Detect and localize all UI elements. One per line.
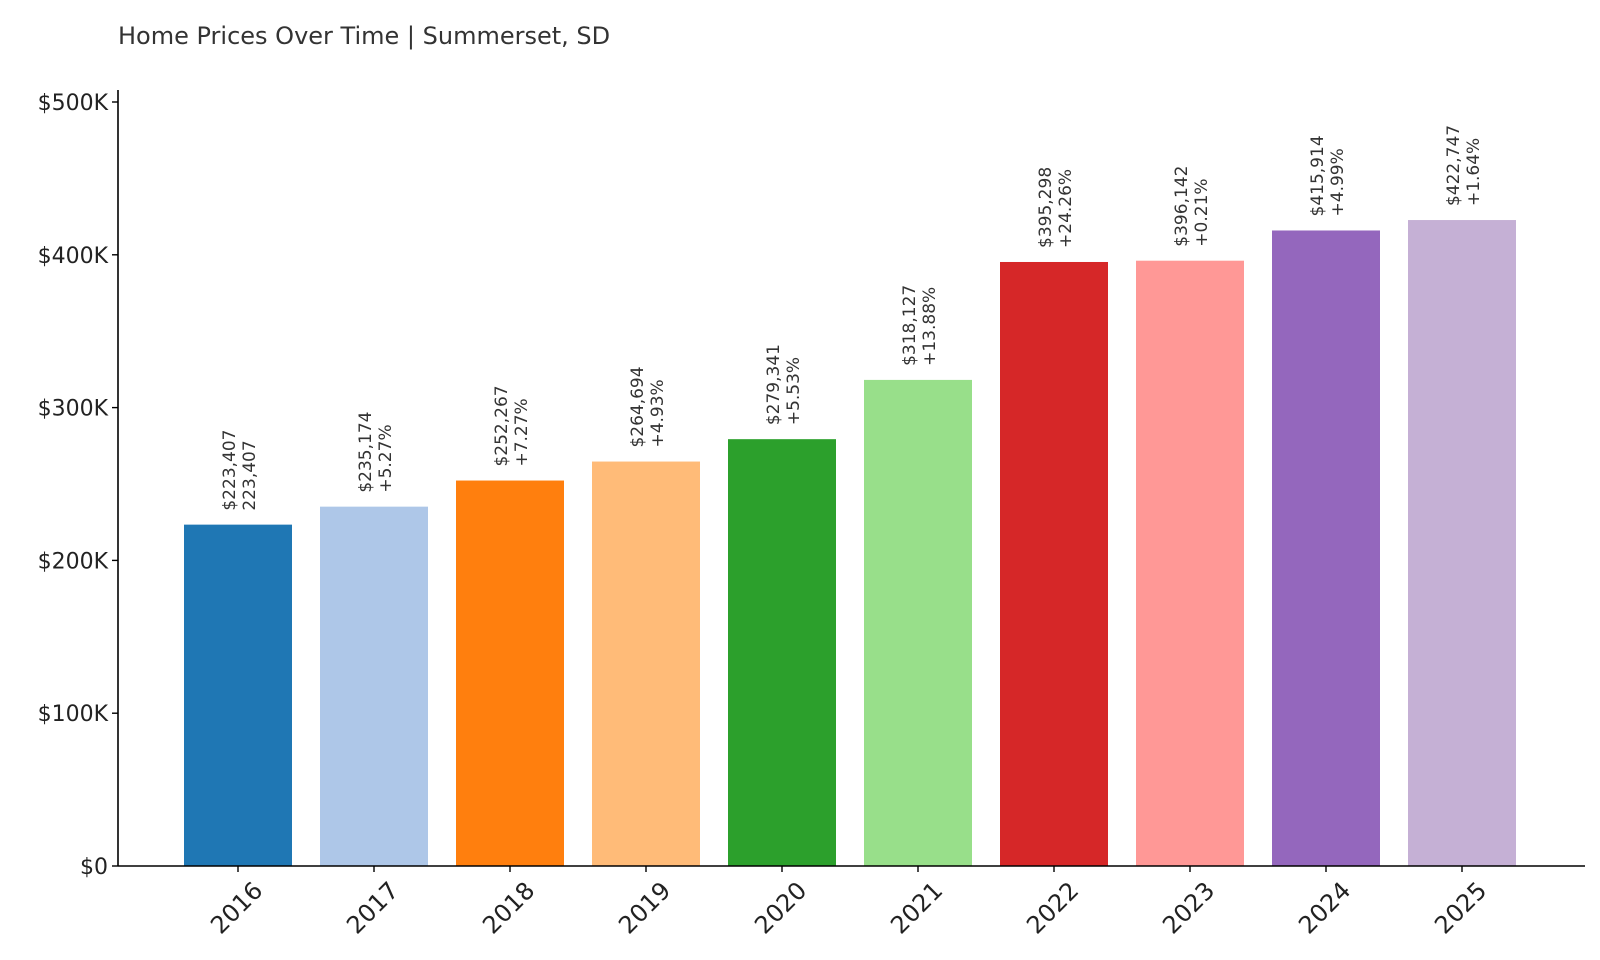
y-tick-label: $0	[80, 855, 108, 880]
y-tick-label: $100K	[38, 702, 109, 727]
bar-value-label: $279,341	[764, 344, 784, 425]
bar-change-label: +7.27%	[512, 398, 532, 466]
bar-change-label: +4.93%	[648, 379, 668, 447]
bar-2022	[1000, 261, 1108, 867]
chart-title: Home Prices Over Time | Summerset, SD	[118, 22, 610, 50]
bar-value-label: $235,174	[356, 412, 376, 493]
bar-2021	[864, 379, 972, 866]
bar-2018	[456, 480, 564, 866]
x-axis: 2016 2017 2018 2019 2020 2021 2022 2023 2024 2025	[118, 865, 1585, 939]
x-tick-label: 2024	[1293, 876, 1356, 939]
bar-value-label: $264,694	[628, 366, 648, 447]
bar-change-label: +5.27%	[376, 424, 396, 492]
x-tick-label: 2017	[341, 876, 404, 939]
bar-value-label: $395,298	[1036, 167, 1056, 248]
x-tick-label: 2020	[749, 876, 812, 939]
bar-value-label: $396,142	[1172, 166, 1192, 247]
y-tick-label: $300K	[38, 397, 109, 422]
bar-change-label: +13.88%	[920, 287, 940, 366]
bars-group	[184, 220, 1516, 867]
y-tick-label: $200K	[38, 549, 109, 574]
bar-change-label: +0.21%	[1192, 178, 1212, 246]
bar-2016	[184, 524, 292, 866]
bar-value-label: $252,267	[492, 385, 512, 466]
bar-value-label: $223,407	[220, 430, 240, 511]
bar-2019	[592, 461, 700, 866]
x-tick-label: 2018	[477, 876, 540, 939]
bar-change-label: +4.99%	[1328, 148, 1348, 216]
y-axis: $0 $100K $200K $300K $400K $500K	[38, 90, 119, 880]
bar-2020	[728, 439, 836, 866]
bar-change-label: +5.53%	[784, 357, 804, 425]
bar-value-label: $415,914	[1308, 135, 1328, 216]
bar-value-label: $318,127	[900, 285, 920, 366]
x-tick-label: 2016	[205, 876, 268, 939]
bar-change-label: +1.64%	[1464, 138, 1484, 206]
x-tick-label: 2025	[1429, 876, 1492, 939]
x-tick-label: 2022	[1021, 876, 1084, 939]
bar-2025	[1408, 220, 1516, 866]
y-tick-label: $500K	[38, 91, 109, 116]
bar-change-label: 223,407	[240, 440, 260, 510]
bar-2024	[1272, 230, 1380, 867]
bar-value-label: $422,747	[1444, 125, 1464, 206]
bar-2023	[1136, 260, 1244, 866]
x-tick-label: 2023	[1157, 876, 1220, 939]
bar-2017	[320, 506, 428, 866]
x-tick-label: 2019	[613, 876, 676, 939]
y-tick-label: $400K	[38, 244, 109, 269]
x-tick-label: 2021	[885, 876, 948, 939]
bar-change-label: +24.26%	[1056, 169, 1076, 248]
bar-labels-group: $223,407 223,407 $235,174 +5.27% $252,267 +7.…	[220, 125, 1484, 511]
